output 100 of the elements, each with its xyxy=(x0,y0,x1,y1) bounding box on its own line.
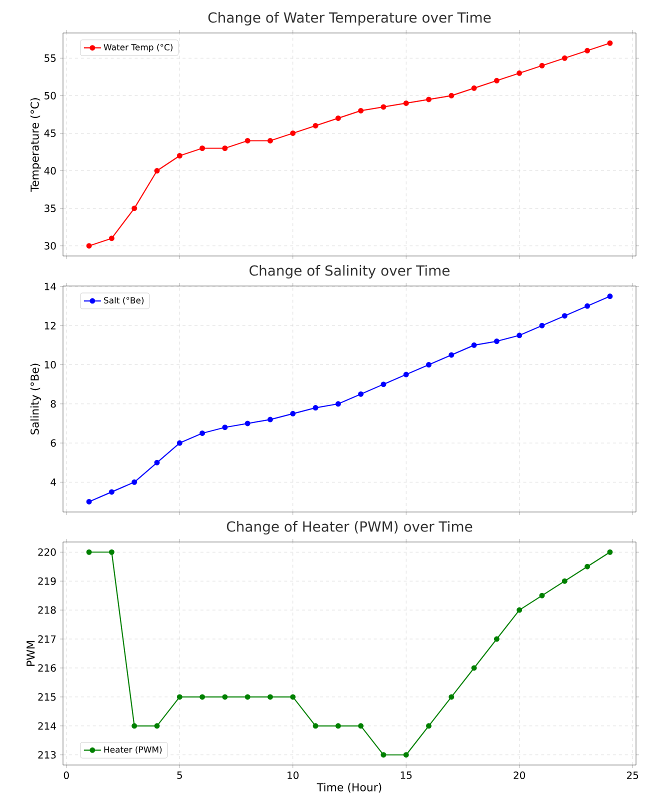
point xyxy=(335,401,341,407)
point xyxy=(539,322,545,328)
point xyxy=(562,578,568,584)
point xyxy=(154,723,160,729)
point xyxy=(494,78,500,84)
point xyxy=(86,498,92,504)
point xyxy=(132,723,138,729)
point xyxy=(539,62,545,68)
y-tick-label: 217 xyxy=(38,635,56,643)
point xyxy=(312,405,318,411)
point xyxy=(290,694,296,700)
point xyxy=(380,752,386,758)
point xyxy=(494,338,500,344)
point xyxy=(562,313,568,319)
point xyxy=(448,92,454,98)
point xyxy=(267,416,273,422)
legend-label: Water Temp (°C) xyxy=(104,44,172,52)
point xyxy=(448,352,454,358)
point xyxy=(335,723,341,729)
x-tick-label: 10 xyxy=(288,772,299,780)
point xyxy=(403,100,409,106)
point xyxy=(200,694,206,700)
point xyxy=(562,55,568,61)
point xyxy=(222,424,228,430)
point xyxy=(358,391,364,397)
point xyxy=(403,372,409,378)
point xyxy=(516,70,522,76)
point xyxy=(154,168,160,174)
point xyxy=(290,410,296,416)
point xyxy=(132,479,138,485)
x-tick-label: 5 xyxy=(177,772,182,779)
point xyxy=(108,236,114,242)
point xyxy=(154,460,160,466)
y-tick-label: 218 xyxy=(38,606,56,614)
y-tick-label: 215 xyxy=(38,693,56,701)
point xyxy=(200,145,206,151)
y-tick-label: 35 xyxy=(44,204,56,212)
y-tick-label: 14 xyxy=(44,282,56,290)
point xyxy=(516,332,522,338)
y-tick-label: 30 xyxy=(44,242,56,250)
y-tick-label: 219 xyxy=(38,577,56,585)
y-tick-label: 214 xyxy=(38,722,56,730)
x-axis-title: Time (Hour) xyxy=(316,782,382,793)
point xyxy=(607,40,613,46)
point xyxy=(358,723,364,729)
y-tick-label: 6 xyxy=(50,439,56,447)
y-axis-title: Salinity (°Be) xyxy=(30,364,41,434)
y-tick-label: 55 xyxy=(44,54,56,62)
point xyxy=(471,85,477,91)
chart-title: Change of Heater (PWM) over Time xyxy=(226,521,472,534)
point xyxy=(176,440,182,446)
point xyxy=(539,592,545,598)
point xyxy=(426,723,432,729)
chart-title: Change of Water Temperature over Time xyxy=(208,12,491,26)
point xyxy=(86,243,92,249)
point xyxy=(426,96,432,102)
chart-title: Change of Salinity over Time xyxy=(250,265,450,278)
point xyxy=(312,122,318,128)
point xyxy=(380,382,386,388)
point xyxy=(358,108,364,114)
point xyxy=(426,362,432,368)
point xyxy=(607,549,613,555)
point xyxy=(108,549,114,555)
legend-label: Salt (°Be) xyxy=(104,296,144,304)
point xyxy=(222,145,228,151)
point xyxy=(222,694,228,700)
point xyxy=(494,636,500,642)
point xyxy=(584,564,590,570)
point xyxy=(86,549,92,555)
y-axis-title: Temperature (°C) xyxy=(30,98,41,192)
y-tick-label: 40 xyxy=(44,166,56,175)
y-tick-label: 10 xyxy=(44,360,56,369)
y-tick-label: 50 xyxy=(44,92,56,100)
point xyxy=(607,294,613,300)
point xyxy=(244,420,250,426)
point xyxy=(267,138,273,144)
point xyxy=(471,342,477,348)
point xyxy=(176,153,182,159)
point xyxy=(471,665,477,671)
point xyxy=(584,48,590,54)
x-tick-label: 0 xyxy=(64,772,69,780)
point xyxy=(290,130,296,136)
point xyxy=(312,723,318,729)
y-tick-label: 4 xyxy=(50,478,56,486)
point xyxy=(335,115,341,121)
y-tick-label: 8 xyxy=(50,400,56,408)
x-tick-label: 15 xyxy=(400,772,412,779)
point xyxy=(108,489,114,495)
y-tick-label: 213 xyxy=(38,751,56,759)
y-tick-label: 12 xyxy=(44,322,56,330)
point xyxy=(244,694,250,700)
point xyxy=(403,752,409,758)
point xyxy=(267,694,273,700)
x-tick-label: 25 xyxy=(627,772,638,780)
point xyxy=(516,607,522,613)
y-tick-label: 45 xyxy=(44,130,56,137)
y-tick-label: 216 xyxy=(38,664,56,672)
y-axis-title: PWM xyxy=(26,641,35,666)
y-tick-label: 220 xyxy=(38,548,56,556)
legend-label: Heater (PWM) xyxy=(104,746,162,754)
